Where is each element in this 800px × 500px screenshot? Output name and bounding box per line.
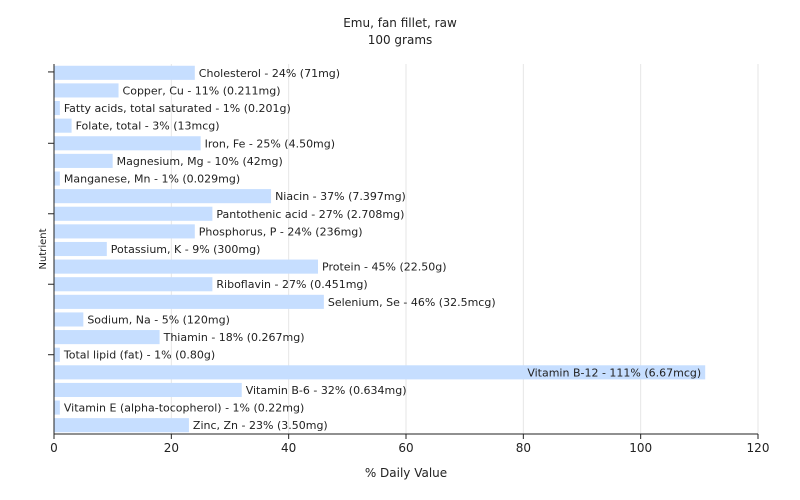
bar-label: Sodium, Na - 5% (120mg) [87,313,230,326]
bar [54,330,160,345]
x-tick-label: 80 [516,441,531,455]
bar [54,189,272,204]
bar-label: Iron, Fe - 25% (4.50mg) [205,137,335,150]
x-tick-label: 0 [50,441,58,455]
bar-label: Magnesium, Mg - 10% (42mg) [117,155,283,168]
x-tick-label: 40 [281,441,296,455]
bar [54,294,324,309]
x-tick-label: 100 [629,441,652,455]
bar-label: Phosphorus, P - 24% (236mg) [199,225,363,238]
bar-label: Vitamin B-12 - 111% (6.67mcg) [527,366,701,379]
bar [54,153,113,168]
bar-label: Riboflavin - 27% (0.451mg) [216,278,367,291]
x-tick-label: 20 [164,441,179,455]
bar [54,224,195,239]
bar-label: Copper, Cu - 11% (0.211mg) [123,84,281,97]
bar-labels: Cholesterol - 24% (71mg) Copper, Cu - 11%… [63,67,701,432]
bars [54,65,706,433]
bar-label: Niacin - 37% (7.397mg) [275,190,406,203]
chart-subtitle: 100 grams [368,33,433,47]
bar [54,101,60,116]
bar-label: Pantothenic acid - 27% (2.708mg) [216,208,404,221]
bar-label: Folate, total - 3% (13mcg) [76,120,220,133]
bar-label: Selenium, Se - 46% (32.5mcg) [328,296,496,309]
bar [54,83,119,98]
bar [54,312,84,327]
x-axis-label: % Daily Value [365,466,447,480]
bar-label: Cholesterol - 24% (71mg) [199,67,340,80]
bar [54,241,107,257]
bar-label: Total lipid (fat) - 1% (0.80g) [63,349,215,362]
bar [54,382,242,397]
bar-label: Protein - 45% (22.50g) [322,261,447,274]
bar [54,65,195,80]
bar [54,365,706,380]
y-axis-label: Nutrient [38,228,49,269]
x-tick-label: 60 [398,441,413,455]
bar-label: Manganese, Mn - 1% (0.029mg) [64,173,240,186]
bar [54,277,213,292]
chart-title: Emu, fan fillet, raw [343,16,457,30]
bar-label: Fatty acids, total saturated - 1% (0.201… [64,102,291,115]
bar [54,418,189,433]
bar [54,136,201,151]
bar [54,400,60,415]
bar [54,171,60,186]
bar [54,347,60,362]
bar [54,206,213,221]
bar-label: Thiamin - 18% (0.267mg) [163,331,305,344]
x-tick-label: 120 [747,441,770,455]
bar-label: Vitamin E (alpha-tocopherol) - 1% (0.22m… [64,402,304,415]
bar-label: Potassium, K - 9% (300mg) [111,243,261,256]
x-tick-labels: 0 20 40 60 80 100 120 [48,71,770,455]
bar [54,118,72,133]
bar-label: Zinc, Zn - 23% (3.50mg) [193,419,328,432]
bar-label: Vitamin B-6 - 32% (0.634mg) [246,384,407,397]
bar [54,259,318,274]
